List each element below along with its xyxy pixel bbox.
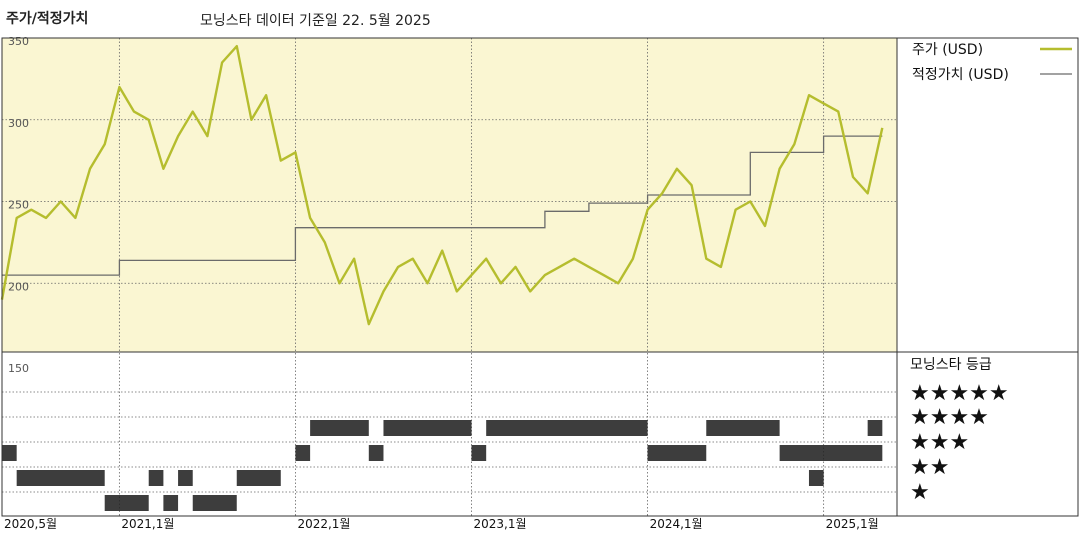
x-tick-label: 2025,1월 (826, 517, 879, 531)
rating-bar (163, 495, 179, 511)
rating-bar (236, 470, 281, 486)
rating-bar (104, 495, 149, 511)
rating-bar (192, 495, 237, 511)
legend-price-label: 주가 (USD) (912, 42, 983, 58)
price-line (0, 45, 884, 326)
page-subtitle: 모닝스타 데이터 기준일 22. 5월 2025 (200, 13, 431, 29)
outer-border (1, 37, 1079, 517)
x-tick-label: 2021,1월 (121, 517, 174, 531)
rating-bar (647, 445, 707, 461)
x-tick-label: 2020,5월 (4, 517, 57, 531)
rating-bar (808, 470, 824, 486)
plot-background (2, 38, 897, 352)
x-axis-ticks: 2020,5월 2021,1월 2022,1월 2023,1월 2024,1월 2025,… (4, 517, 879, 531)
legend-fair-label: 적정가치 (USD) (912, 67, 1009, 83)
rating-row-1: ★ (910, 480, 930, 505)
rating-bar (16, 470, 105, 486)
y-tick-label: 200 (8, 280, 29, 293)
rating-bar (295, 445, 311, 461)
fair-value-line (2, 135, 883, 276)
x-tick-label: 2022,1월 (297, 517, 350, 531)
rating-row-5: ★★★★★ (910, 381, 1009, 406)
rating-row-3: ★★★ (910, 430, 969, 455)
rating-panel-title: 모닝스타 등급 (910, 357, 992, 373)
legend: 주가 (USD) 적정가치 (USD) (912, 42, 1072, 83)
rating-bar (178, 470, 193, 486)
rating-bar (867, 420, 883, 436)
rating-bar (383, 420, 472, 436)
page-title: 주가/적정가치 (6, 11, 89, 27)
rating-bar (471, 445, 487, 461)
y-tick-label: 300 (8, 117, 29, 130)
x-tick-label: 2023,1월 (474, 517, 527, 531)
rating-bars (2, 420, 883, 511)
rating-bar (706, 420, 780, 436)
y-tick-label: 350 (8, 35, 29, 48)
rating-bar (310, 420, 369, 436)
rating-bar (486, 420, 648, 436)
rating-bar (779, 445, 883, 461)
rating-panel: 모닝스타 등급 ★★★★★ ★★★★ ★★★ ★★ ★ (910, 357, 1009, 505)
rating-bar (2, 445, 17, 461)
chart-frame (1, 37, 1079, 517)
rating-bar (148, 470, 164, 486)
rating-bar (368, 445, 384, 461)
rating-row-4: ★★★★ (910, 405, 989, 430)
x-tick-label: 2024,1월 (650, 517, 703, 531)
y-tick-label: 150 (8, 362, 29, 375)
rating-row-2: ★★ (910, 455, 949, 480)
y-tick-label: 250 (8, 199, 29, 212)
